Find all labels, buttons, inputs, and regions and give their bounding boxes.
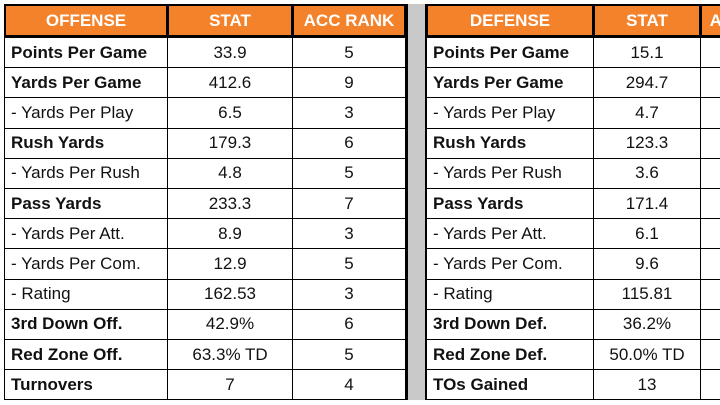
row-label: Yards Per Game	[4, 67, 168, 99]
row-label: - Yards Per Rush	[4, 157, 168, 189]
row-label: - Yards Per Att.	[426, 218, 594, 250]
stat-value: 6.5	[167, 97, 293, 129]
rank-cell	[700, 278, 720, 310]
row-label: Rush Yards	[4, 127, 168, 159]
column-header: STAT	[167, 4, 293, 37]
stat-value: 8.9	[167, 218, 293, 250]
row-label: Pass Yards	[4, 188, 168, 220]
row-label: - Yards Per Com.	[4, 248, 168, 280]
stat-value: 9.6	[593, 248, 701, 280]
row-label: Yards Per Game	[426, 67, 594, 99]
separator	[406, 4, 427, 400]
stat-value: 7	[167, 369, 293, 401]
rank-value: 3	[292, 218, 406, 250]
row-label: Red Zone Def.	[426, 339, 594, 371]
row-label: - Yards Per Com.	[426, 248, 594, 280]
row-label: TOs Gained	[426, 369, 594, 401]
rank-value: 9	[292, 67, 406, 99]
rank-cell	[700, 37, 720, 69]
stat-value: 115.81	[593, 278, 701, 310]
rank-value: 5	[292, 37, 406, 69]
column-header: ACC RANK	[292, 4, 406, 37]
stat-value: 13	[593, 369, 701, 401]
row-label: 3rd Down Off.	[4, 308, 168, 340]
rank-cell	[700, 308, 720, 340]
row-label: - Yards Per Play	[4, 97, 168, 129]
row-label: - Rating	[426, 278, 594, 310]
column-header: STAT	[593, 4, 701, 37]
row-label: Pass Yards	[426, 188, 594, 220]
stat-value: 36.2%	[593, 308, 701, 340]
stat-value: 15.1	[593, 37, 701, 69]
stat-value: 42.9%	[167, 308, 293, 340]
stat-value: 162.53	[167, 278, 293, 310]
stat-value: 294.7	[593, 67, 701, 99]
rank-value: 5	[292, 248, 406, 280]
rank-value: 3	[292, 97, 406, 129]
stat-value: 4.7	[593, 97, 701, 129]
stat-value: 4.8	[167, 157, 293, 189]
row-label: - Rating	[4, 278, 168, 310]
rank-value: 4	[292, 369, 406, 401]
rank-cell	[700, 188, 720, 220]
column-header: DEFENSE	[426, 4, 594, 37]
rank-value: 5	[292, 339, 406, 371]
stat-value: 3.6	[593, 157, 701, 189]
stat-value: 412.6	[167, 67, 293, 99]
rank-value: 5	[292, 157, 406, 189]
rank-value: 3	[292, 278, 406, 310]
row-label: Turnovers	[4, 369, 168, 401]
row-label: Points Per Game	[426, 37, 594, 69]
stat-value: 123.3	[593, 127, 701, 159]
row-label: Rush Yards	[426, 127, 594, 159]
stat-value: 33.9	[167, 37, 293, 69]
stat-value: 50.0% TD	[593, 339, 701, 371]
stat-value: 171.4	[593, 188, 701, 220]
rank-value: 6	[292, 127, 406, 159]
stat-value: 233.3	[167, 188, 293, 220]
rank-value: 6	[292, 308, 406, 340]
rank-cell	[700, 369, 720, 401]
stat-value: 179.3	[167, 127, 293, 159]
row-label: - Yards Per Att.	[4, 218, 168, 250]
rank-cell	[700, 339, 720, 371]
row-label: Red Zone Off.	[4, 339, 168, 371]
row-label: - Yards Per Rush	[426, 157, 594, 189]
stat-value: 6.1	[593, 218, 701, 250]
rank-value: 7	[292, 188, 406, 220]
column-header: ACC RANK	[700, 4, 720, 37]
row-label: - Yards Per Play	[426, 97, 594, 129]
rank-cell	[700, 248, 720, 280]
column-header: OFFENSE	[4, 4, 168, 37]
rank-cell	[700, 127, 720, 159]
stat-value: 63.3% TD	[167, 339, 293, 371]
row-label: Points Per Game	[4, 37, 168, 69]
stat-value: 12.9	[167, 248, 293, 280]
row-label: 3rd Down Def.	[426, 308, 594, 340]
rank-cell	[700, 218, 720, 250]
rank-cell	[700, 97, 720, 129]
rank-cell	[700, 67, 720, 99]
rank-cell	[700, 157, 720, 189]
